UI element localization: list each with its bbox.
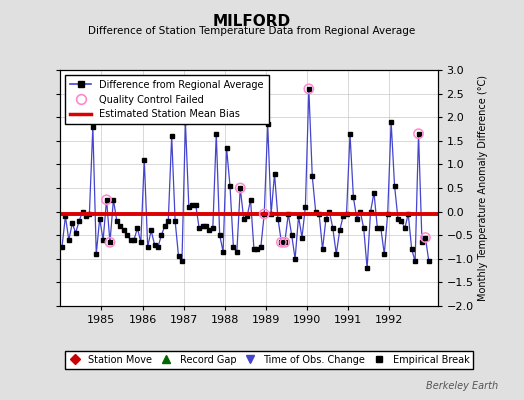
Text: Berkeley Earth: Berkeley Earth — [425, 381, 498, 391]
Point — [277, 239, 286, 246]
Point — [106, 239, 114, 246]
Point — [281, 239, 289, 246]
Text: MILFORD: MILFORD — [212, 14, 291, 29]
Y-axis label: Monthly Temperature Anomaly Difference (°C): Monthly Temperature Anomaly Difference (… — [478, 75, 488, 301]
Point — [304, 86, 313, 92]
Point — [260, 211, 268, 217]
Point — [236, 185, 245, 191]
Text: Difference of Station Temperature Data from Regional Average: Difference of Station Temperature Data f… — [88, 26, 415, 36]
Point — [421, 234, 430, 241]
Point — [102, 196, 111, 203]
Legend: Station Move, Record Gap, Time of Obs. Change, Empirical Break: Station Move, Record Gap, Time of Obs. C… — [65, 351, 473, 369]
Point — [414, 130, 423, 137]
